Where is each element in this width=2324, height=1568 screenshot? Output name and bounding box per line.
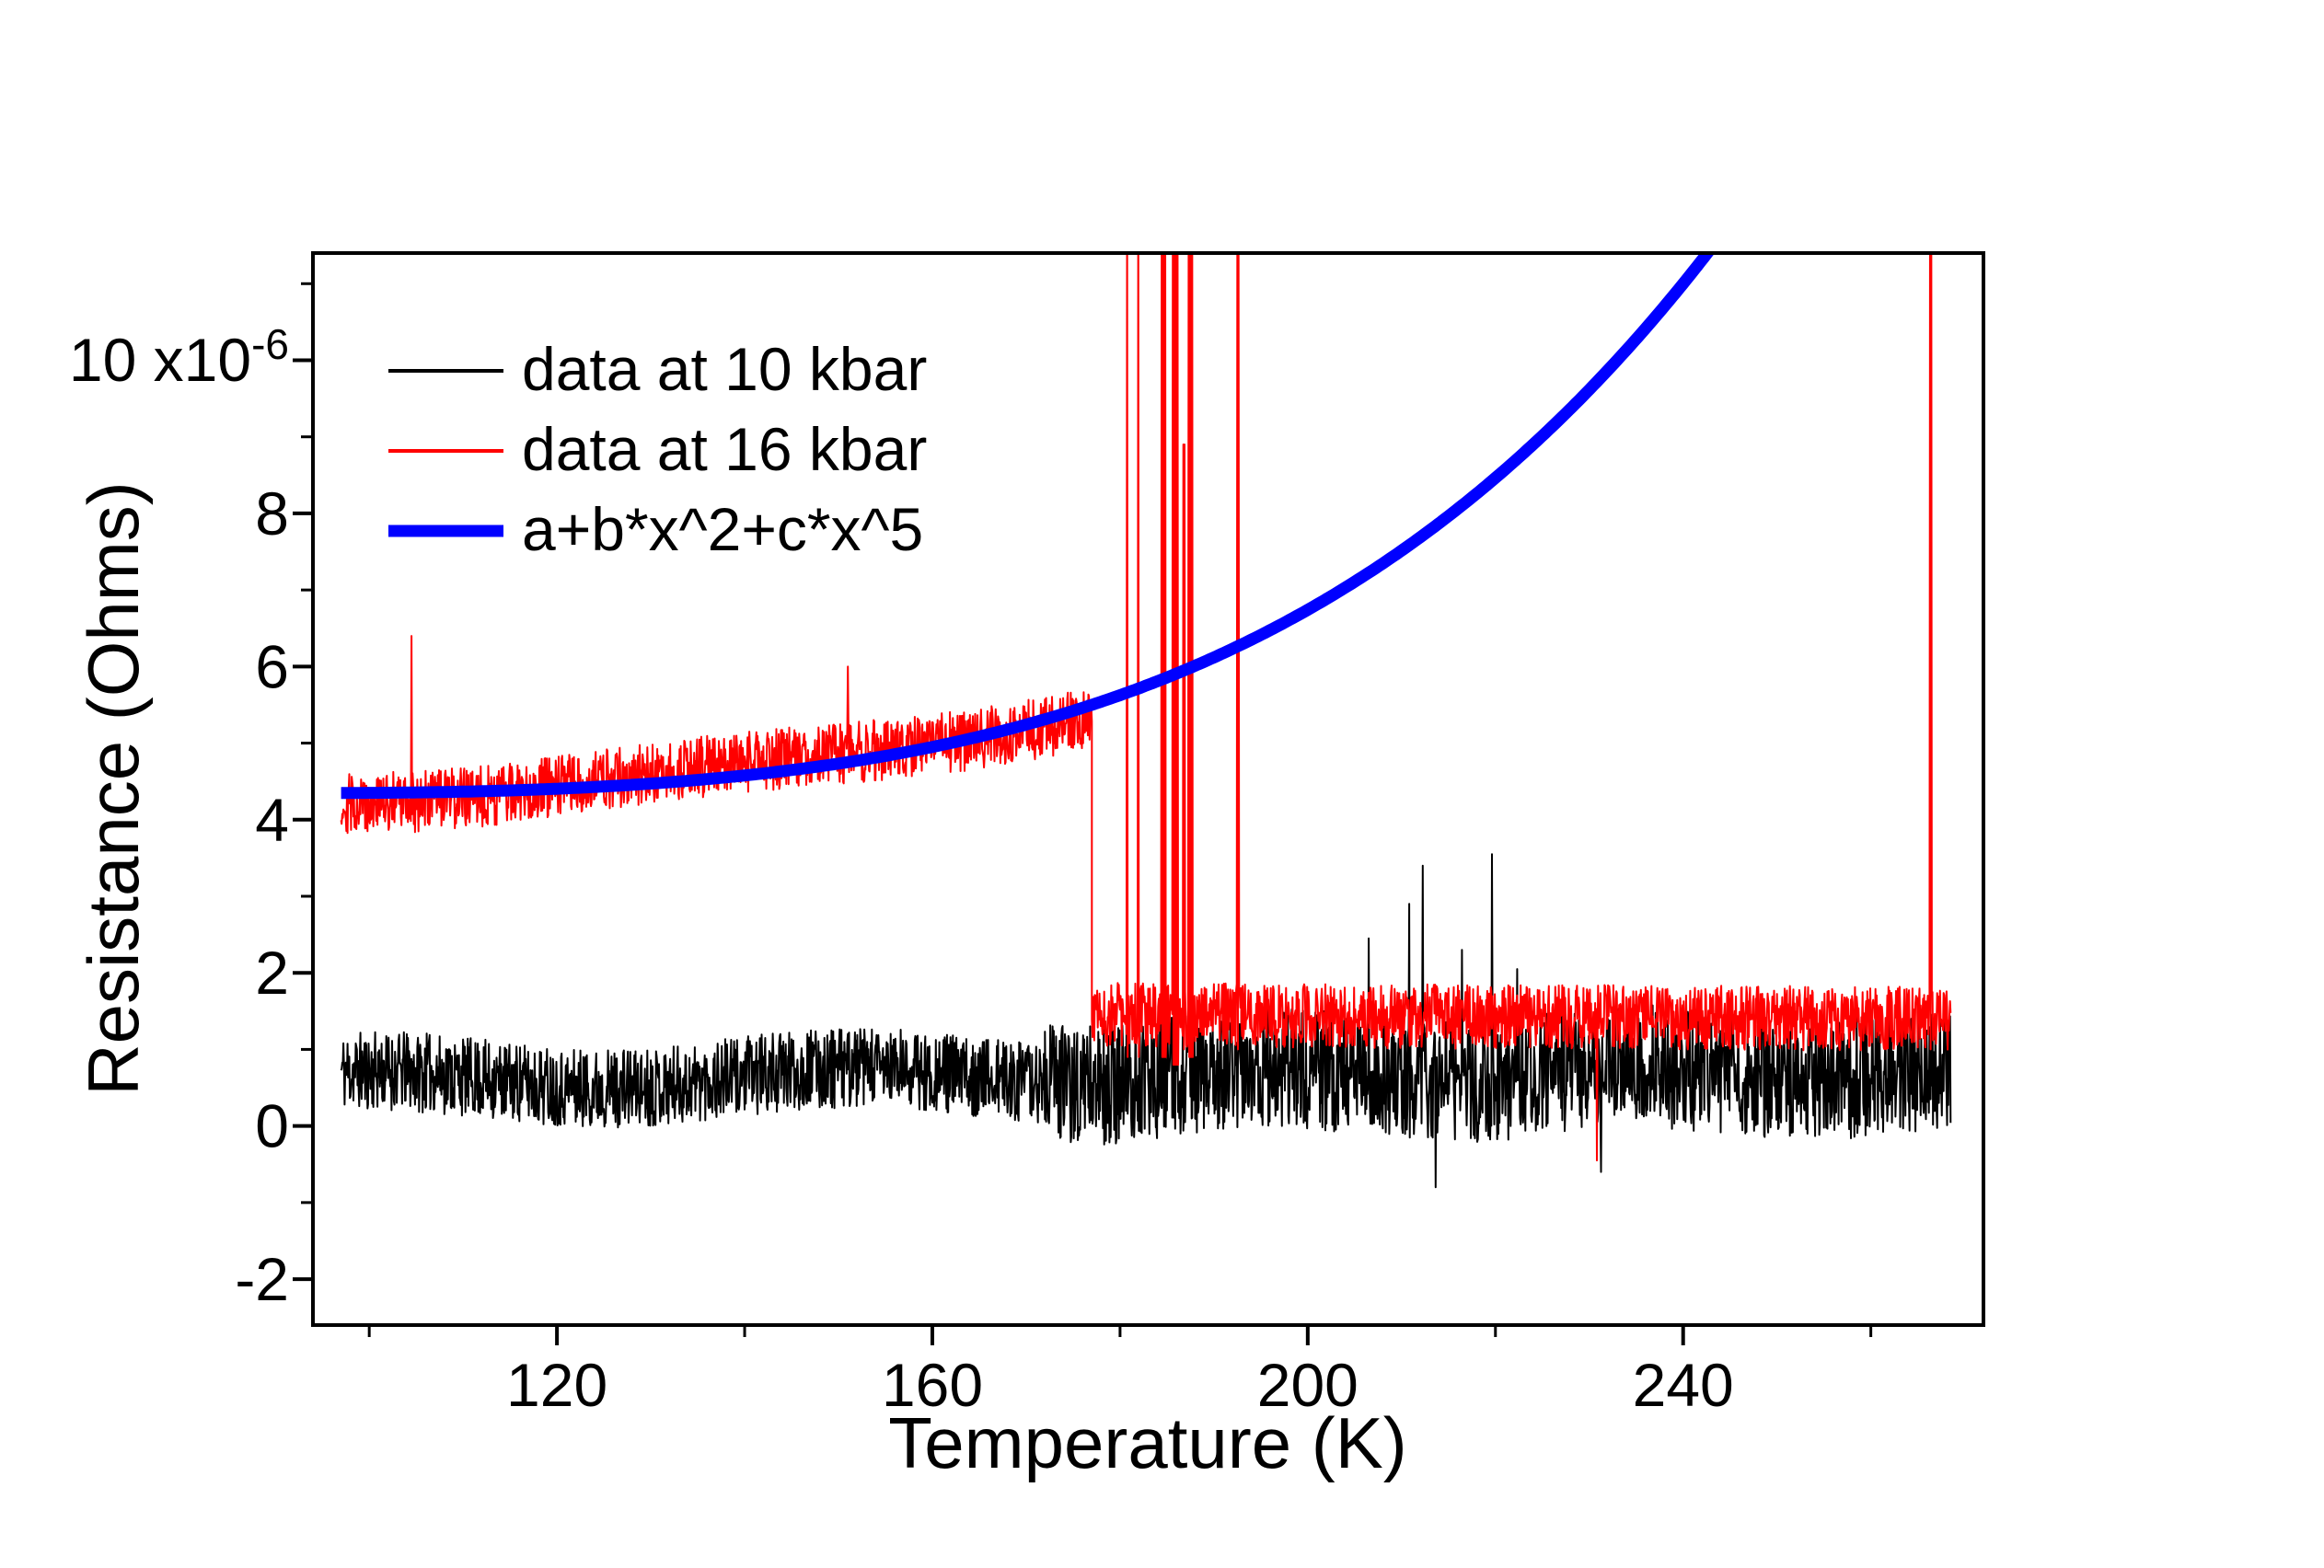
legend-item: data at 16 kbar xyxy=(388,415,927,483)
x-axis-label: Temperature (K) xyxy=(888,1402,1407,1483)
series-data-at-16-kbar xyxy=(340,253,1952,1162)
y-tick-label: 4 xyxy=(255,786,289,854)
y-tick-label: -2 xyxy=(235,1245,289,1313)
x-tick-label: 160 xyxy=(882,1351,983,1419)
series-layer xyxy=(338,253,1952,1189)
legend-item: a+b*x^2+c*x^5 xyxy=(388,495,923,563)
y-tick-label: 8 xyxy=(255,479,289,548)
y-axis-label: Resistance (Ohms) xyxy=(73,481,154,1096)
y-scale-label: 10 x10-6 xyxy=(69,320,289,394)
series-a-b-x-2-c-x-5 xyxy=(338,253,1716,800)
x-tick-label: 240 xyxy=(1633,1351,1734,1419)
y-tick-label: 2 xyxy=(255,939,289,1007)
y-tick-label: 6 xyxy=(255,632,289,700)
legend: data at 10 kbar data at 16 kbar a+b*x^2+… xyxy=(388,335,927,563)
legend-label: a+b*x^2+c*x^5 xyxy=(522,495,923,563)
plot-frame xyxy=(311,251,1985,1327)
y-scale-label-exponent: -6 xyxy=(251,320,289,368)
x-tick-label: 120 xyxy=(506,1351,607,1419)
axes-layer: 120 160 200 240 -2 0 2 4 6 8 xyxy=(235,282,1873,1419)
y-scale-label-base: 10 x10 xyxy=(69,326,251,394)
legend-label: data at 10 kbar xyxy=(522,335,927,403)
legend-item: data at 10 kbar xyxy=(388,335,927,403)
y-tick-label: 0 xyxy=(255,1092,289,1160)
x-tick-label: 200 xyxy=(1257,1351,1359,1419)
legend-label: data at 16 kbar xyxy=(522,415,927,483)
